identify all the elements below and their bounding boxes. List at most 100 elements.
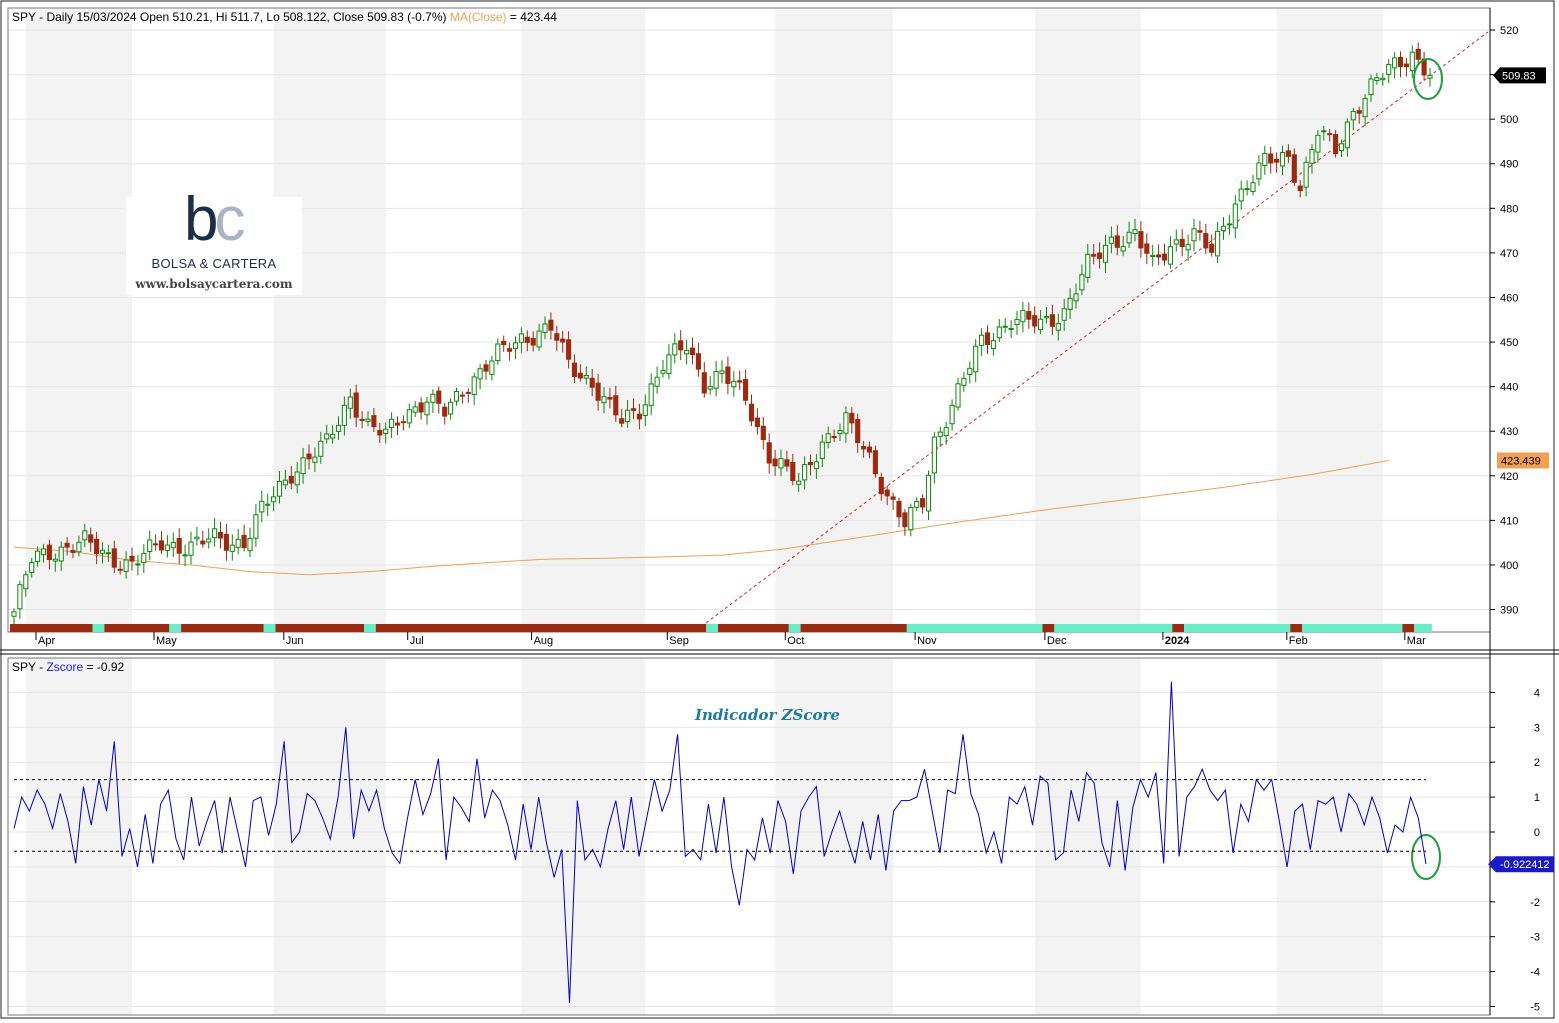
candle [1209,234,1215,257]
x-tick-label: Jul [410,635,424,647]
candle [967,361,973,384]
candle-body [489,360,495,375]
candle [1403,57,1409,77]
candle-body [1397,56,1404,68]
candle [1108,226,1114,254]
candle-body [996,326,1002,339]
x-tick-label: Sep [669,635,689,647]
candle-body [1026,311,1032,320]
candle-body [70,550,76,553]
candle [483,359,489,380]
candle [442,402,448,425]
candle [931,432,937,484]
candle [548,312,554,340]
candle-body [595,382,601,401]
candle [719,360,725,384]
candle-body [1238,188,1244,202]
candle-body [176,537,182,554]
regime-bar-segment [364,624,376,632]
candle-body [1321,130,1327,133]
candle [365,411,371,427]
candle [1427,67,1433,87]
zscore-value-marker [1488,856,1554,873]
candle-body [1156,254,1162,258]
candle-body [1232,203,1238,229]
candle [636,403,642,430]
candle [784,450,790,472]
candle-body [200,540,206,545]
indicator-title: Indicador ZScore [695,706,840,724]
moving-average-line [13,460,1389,576]
candle [176,528,182,564]
candle-body [1161,253,1168,261]
candle-body [312,456,318,463]
candle-body [206,538,212,543]
candle [371,408,377,432]
candle-body [359,418,365,421]
candle [949,399,955,431]
candle-body [76,541,82,553]
candle [790,453,796,486]
candle [453,387,460,406]
candle-body [35,550,41,563]
candle-body [1150,254,1156,257]
candle-body [1203,233,1209,249]
month-shade [26,658,132,1015]
candle-body [878,476,884,495]
regime-bar-segment [906,624,1043,632]
candle-body [1403,63,1409,68]
candle [1138,220,1144,258]
candle [1215,222,1221,264]
candle [707,376,713,395]
candle [253,504,259,547]
candle-body [1362,97,1368,118]
candle-body [265,503,271,506]
candle [984,325,991,354]
candle-body [524,336,530,343]
candle-body [967,367,973,376]
candle [684,339,690,365]
candle-body [288,475,294,484]
candle [347,388,353,419]
candle-body [123,559,129,572]
candle-body [707,386,713,390]
candle-body [471,376,477,395]
candle [153,534,159,551]
y-tick-label: -4 [1530,967,1540,979]
candle [318,431,324,464]
candle-body [365,418,371,422]
candle [961,371,967,392]
candle [748,394,755,426]
candle [294,461,300,494]
candle [524,330,530,352]
candle [654,366,660,394]
candle [235,528,241,555]
x-tick-label: Mar [1407,635,1426,647]
candle [158,531,165,554]
candle [955,377,961,411]
candle [141,544,147,574]
candle-body [347,396,353,409]
candle [855,413,861,453]
bc-logo-icon: bc [184,185,245,254]
candle-body [247,537,253,552]
candle-body [689,347,696,356]
candle-body [884,489,890,497]
zscore-line [13,681,1427,1004]
candle-body [542,323,548,333]
candle-body [766,442,772,464]
candle-body [1014,318,1020,325]
candle-body [607,396,613,400]
candle-body [1085,253,1091,279]
candle [282,469,288,490]
candle [23,570,29,597]
candle-body [925,474,932,512]
candle [1203,223,1209,254]
candle-body [1386,64,1392,75]
candle-body [571,362,578,377]
candle [908,503,914,537]
candle [324,424,330,444]
candle [164,535,170,558]
candle-body [1055,323,1061,331]
candle-body [212,528,218,539]
